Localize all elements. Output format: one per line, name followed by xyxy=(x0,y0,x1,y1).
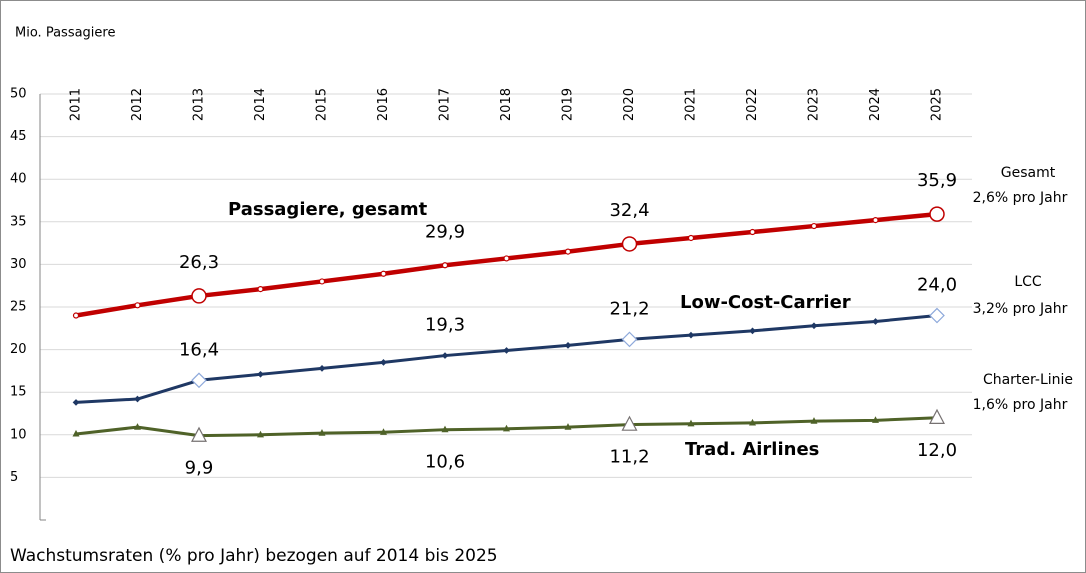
marker xyxy=(441,352,449,359)
annotation: Gesamt xyxy=(1001,165,1056,181)
marker xyxy=(749,418,756,426)
marker xyxy=(191,426,207,442)
marker xyxy=(134,395,141,403)
data-label: 12,0 xyxy=(917,440,957,461)
marker xyxy=(72,429,80,437)
data-label: 19,3 xyxy=(425,315,465,336)
marker xyxy=(564,248,572,255)
x-tick-label: 2017 xyxy=(438,88,453,121)
marker xyxy=(621,236,638,252)
y-tick-label: 45 xyxy=(10,129,27,144)
y-tick-label: 50 xyxy=(10,87,27,102)
x-tick-label: 2021 xyxy=(684,88,699,121)
marker xyxy=(810,417,818,424)
data-label: 26,3 xyxy=(179,252,219,273)
y-tick-label: 15 xyxy=(10,385,27,400)
marker xyxy=(621,331,638,348)
marker xyxy=(687,331,695,339)
data-label: 35,9 xyxy=(917,170,957,191)
y-tick-label: 5 xyxy=(10,470,18,485)
x-tick-label: 2014 xyxy=(253,88,268,121)
series-label: Low-Cost-Carrier xyxy=(680,292,851,313)
marker xyxy=(257,370,264,378)
data-label: 21,2 xyxy=(609,298,649,319)
marker xyxy=(134,302,141,309)
data-label: 10,6 xyxy=(425,452,465,473)
marker xyxy=(134,423,141,430)
data-label: 32,4 xyxy=(609,200,649,221)
y-tick-label: 25 xyxy=(10,300,27,315)
marker xyxy=(380,270,387,277)
marker xyxy=(872,416,879,423)
x-tick-label: 2015 xyxy=(315,88,330,121)
marker xyxy=(257,286,264,293)
marker xyxy=(810,322,818,330)
x-tick-label: 2011 xyxy=(69,88,84,121)
marker xyxy=(564,341,572,349)
marker xyxy=(380,428,387,435)
marker xyxy=(749,327,756,335)
marker xyxy=(318,429,326,436)
data-label: 16,4 xyxy=(179,339,219,360)
x-tick-label: 2023 xyxy=(807,88,822,121)
x-tick-label: 2016 xyxy=(376,88,391,121)
marker xyxy=(872,216,879,224)
y-tick-label: 10 xyxy=(10,427,27,442)
marker xyxy=(503,347,510,354)
y-tick-label: 20 xyxy=(10,342,27,357)
annotation: 1,6% pro Jahr xyxy=(973,397,1068,413)
marker xyxy=(929,408,945,424)
data-label: 11,2 xyxy=(609,447,649,468)
x-tick-label: 2024 xyxy=(868,88,883,121)
x-tick-label: 2019 xyxy=(561,88,576,121)
marker xyxy=(72,312,80,319)
marker xyxy=(318,364,326,372)
x-tick-label: 2020 xyxy=(622,88,637,121)
x-tick-label: 2012 xyxy=(130,88,145,121)
marker xyxy=(687,234,695,242)
marker xyxy=(810,222,818,230)
marker xyxy=(191,372,207,389)
annotation: Charter-Linie xyxy=(983,372,1073,388)
marker xyxy=(380,359,387,366)
x-tick-label: 2013 xyxy=(192,88,207,121)
marker xyxy=(503,255,510,262)
x-tick-label: 2018 xyxy=(499,88,514,121)
data-label: 29,9 xyxy=(425,221,465,242)
marker xyxy=(621,415,638,431)
marker xyxy=(503,424,510,432)
footnote: Wachstumsraten (% pro Jahr) bezogen auf … xyxy=(10,546,498,566)
marker xyxy=(441,425,449,433)
y-tick-label: 40 xyxy=(10,172,27,187)
marker xyxy=(441,262,449,269)
annotation: 2,6% pro Jahr xyxy=(973,190,1068,206)
marker xyxy=(72,399,80,406)
marker xyxy=(749,228,756,236)
series-label: Trad. Airlines xyxy=(685,439,819,460)
y-tick-label: 35 xyxy=(10,214,27,229)
data-label: 9,9 xyxy=(185,458,214,479)
y-tick-label: 30 xyxy=(10,257,27,272)
marker xyxy=(929,307,945,324)
x-tick-label: 2025 xyxy=(930,88,945,121)
marker xyxy=(872,318,879,325)
x-tick-label: 2022 xyxy=(745,88,760,121)
y-axis-label: Mio. Passagiere xyxy=(15,26,115,41)
marker xyxy=(191,288,207,304)
annotation: 3,2% pro Jahr xyxy=(973,301,1068,317)
marker xyxy=(257,430,264,438)
series-label: Passagiere, gesamt xyxy=(228,199,428,220)
annotation: LCC xyxy=(1014,274,1042,290)
marker xyxy=(929,206,945,222)
marker xyxy=(564,423,572,430)
marker xyxy=(687,419,695,427)
data-label: 24,0 xyxy=(917,275,957,296)
marker xyxy=(318,278,326,285)
